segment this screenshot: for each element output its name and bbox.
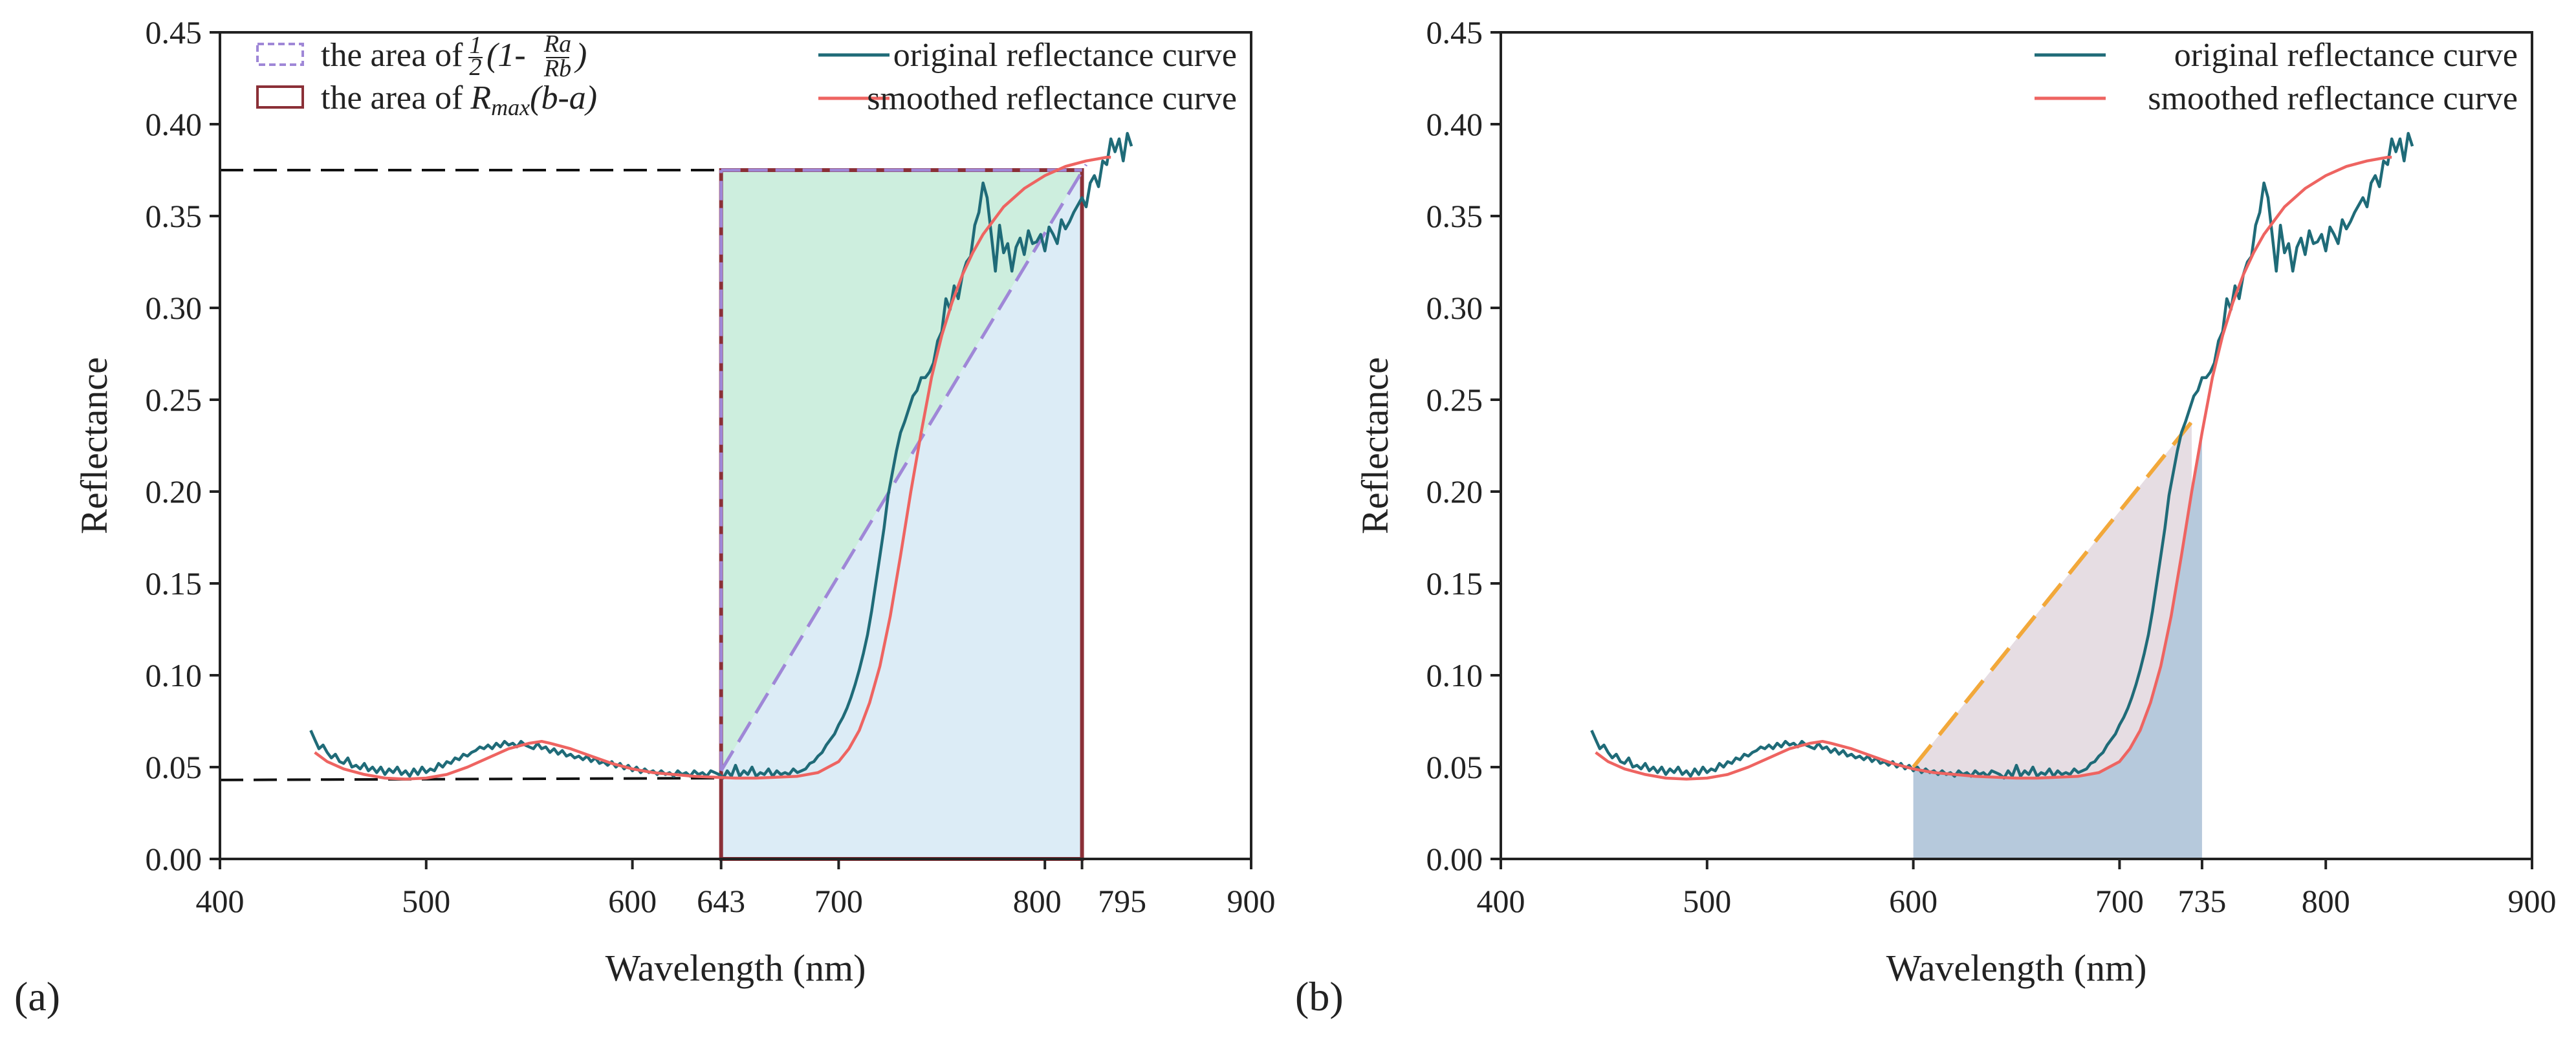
- legend-rmax-expr: (b-a): [530, 80, 597, 116]
- y-axis-label: Reflectance: [1354, 357, 1396, 534]
- y-tick-label: 0.45: [1426, 14, 1483, 50]
- y-tick-label: 0.45: [146, 14, 202, 50]
- legend-frac-num: 1: [470, 32, 482, 59]
- orange-dashed-line: [1912, 420, 2194, 768]
- y-tick-label: 0.30: [146, 290, 202, 326]
- legend-rectangle-label: the area of Rmax(b-a): [321, 80, 597, 120]
- panel-a: 0.00 0.05 0.10 0.15 0.20 0.25 0.30 0.35 0.40 0.45…: [14, 14, 1276, 1019]
- x-tick-label: 643: [697, 883, 745, 919]
- y-tick-label: 0.35: [146, 198, 202, 234]
- y-tick-label: 0.30: [1426, 290, 1483, 326]
- panel-label: (a): [14, 973, 60, 1019]
- legend-expr-open: (1-: [486, 37, 526, 74]
- y-axis-label: Reflectance: [73, 357, 115, 534]
- plot-frame: [219, 31, 1252, 860]
- legend-triangle-prefix: the area of: [321, 37, 463, 74]
- x-tick-label: 700: [2095, 883, 2144, 919]
- rmin-reference-line: [219, 777, 721, 781]
- y-tick-label: 0.15: [1426, 565, 1483, 602]
- x-tick-label: 400: [196, 883, 245, 919]
- legend-ratio-num: Ra: [543, 30, 571, 58]
- x-tick-label: 900: [1227, 883, 1276, 919]
- y-tick-label: 0.40: [146, 106, 202, 142]
- smoothed-reflectance-line: [1595, 155, 2392, 781]
- panel-label: (b): [1295, 973, 1344, 1019]
- legend-frac-den: 2: [470, 54, 482, 81]
- x-tick-label: 800: [1013, 883, 1062, 919]
- triangle-fill: [1913, 422, 2192, 778]
- integral-area-fill: [1913, 433, 2202, 859]
- legend-expr-close: ): [574, 37, 587, 74]
- y-tick-label: 0.15: [146, 565, 202, 602]
- y-tick-label: 0.40: [1426, 106, 1483, 142]
- y-tick-label: 0.25: [1426, 382, 1483, 418]
- legend-rmax-sub: max: [491, 94, 530, 120]
- x-tick-label: 600: [608, 883, 657, 919]
- lower-area-fill: [721, 170, 1082, 859]
- legend-triangle-label: the area of: [321, 37, 463, 74]
- plot-frame: [1500, 31, 2533, 860]
- y-tick-label: 0.10: [1426, 657, 1483, 693]
- legend-smoothed-label: smoothed reflectance curve: [867, 80, 1237, 117]
- x-tick-label: 500: [1683, 883, 1731, 919]
- legend-original-label: original reflectance curve: [2174, 37, 2518, 74]
- y-tick-label: 0.05: [146, 749, 202, 785]
- legend-rmax-r: R: [470, 80, 491, 116]
- x-tick-label: 600: [1889, 883, 1937, 919]
- legend-original-label: original reflectance curve: [893, 37, 1237, 74]
- legend-smoothed-label: smoothed reflectance curve: [2148, 80, 2518, 117]
- y-tick-label: 0.25: [146, 382, 202, 418]
- legend-triangle-swatch: [256, 43, 304, 66]
- y-tick-label: 0.00: [1426, 841, 1483, 877]
- legend-ratio-den: Rb: [543, 55, 571, 82]
- legend-rectangle-prefix: the area of: [321, 80, 463, 116]
- y-tick-label: 0.20: [146, 473, 202, 510]
- y-tick-label: 0.00: [146, 841, 202, 877]
- x-axis-label: Wavelength (nm): [606, 947, 866, 989]
- x-tick-label: 735: [2178, 883, 2226, 919]
- x-axis-label: Wavelength (nm): [1886, 947, 2147, 989]
- x-tick-label: 700: [814, 883, 863, 919]
- panel-b: 0.00 0.05 0.10 0.15 0.20 0.25 0.30 0.35 0.40 0.45…: [1295, 14, 2557, 1019]
- x-tick-label: 400: [1477, 883, 1525, 919]
- x-tick-label: 800: [2302, 883, 2350, 919]
- x-tick-label: 900: [2508, 883, 2557, 919]
- y-tick-label: 0.20: [1426, 473, 1483, 510]
- y-tick-label: 0.10: [146, 657, 202, 693]
- y-tick-label: 0.35: [1426, 198, 1483, 234]
- legend-rectangle-swatch: [256, 85, 304, 109]
- triangle-diagonal-dashed: [719, 164, 1088, 772]
- y-tick-label: 0.05: [1426, 749, 1483, 785]
- x-tick-label: 500: [402, 883, 450, 919]
- smoothed-reflectance-line: [314, 155, 1111, 781]
- x-tick-label: 795: [1098, 883, 1146, 919]
